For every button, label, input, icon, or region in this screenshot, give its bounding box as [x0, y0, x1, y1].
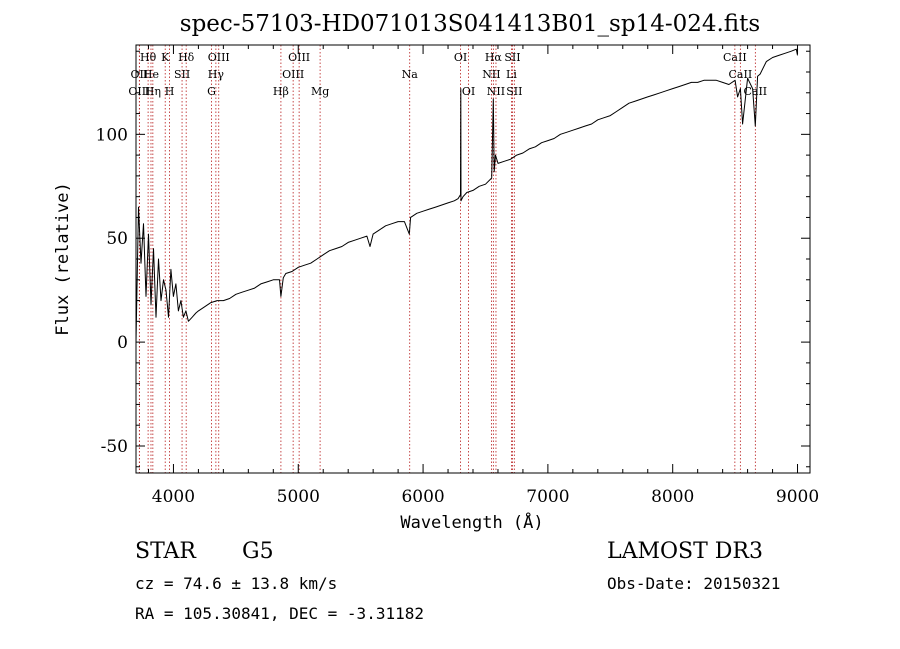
- x-tick-label: 7000: [526, 487, 569, 507]
- x-tick-label: 9000: [776, 487, 819, 507]
- line-marker-label: G: [207, 85, 216, 98]
- y-axis-label: Flux (relative): [53, 182, 73, 336]
- chart-title: spec-57103-HD071013S041413B01_sp14-024.f…: [180, 11, 760, 37]
- line-marker-label: Hα: [485, 51, 503, 64]
- line-marker-label: CaII: [729, 68, 753, 81]
- line-marker-label: NII: [487, 85, 505, 98]
- line-marker-label: OIII: [208, 51, 230, 64]
- obs-date: Obs-Date: 20150321: [607, 574, 781, 593]
- line-marker-label: Li: [506, 68, 517, 81]
- coordinates: RA = 105.30841, DEC = -3.31182: [135, 604, 424, 623]
- spectrum-line: [135, 48, 798, 343]
- survey-name: LAMOST DR3: [607, 539, 763, 564]
- y-tick-label: -50: [101, 437, 128, 457]
- object-subclass: G5: [242, 539, 274, 564]
- line-marker-label: CaII: [743, 85, 767, 98]
- line-marker-label: OI: [454, 51, 467, 64]
- line-marker-label: Na: [402, 68, 419, 81]
- line-marker-label: Hη: [145, 85, 161, 98]
- x-tick-label: 4000: [152, 487, 195, 507]
- y-tick-label: 50: [106, 229, 128, 249]
- line-marker-label: OIII: [128, 85, 150, 98]
- line-marker-label: Hγ: [208, 68, 225, 81]
- line-marker-labels: Hθ OII OIII He Hη K SII H Hδ OIII Hγ G Hβ OIII OIII Mg N…: [128, 51, 767, 98]
- line-marker-label: SII: [504, 51, 520, 64]
- x-tick-label: 8000: [651, 487, 694, 507]
- line-marker-label: OIII: [282, 68, 304, 81]
- line-marker-label: OIII: [288, 51, 310, 64]
- redshift-value: cz = 74.6 ± 13.8 km/s: [135, 574, 338, 593]
- x-tick-label: 5000: [277, 487, 320, 507]
- line-marker-label: SII: [506, 85, 522, 98]
- y-tick-label: 100: [96, 125, 128, 145]
- line-marker-label: Mg: [311, 85, 329, 98]
- line-marker-label: OI: [462, 85, 475, 98]
- x-axis-label: Wavelength (Å): [400, 511, 543, 533]
- line-marker-label: SII: [174, 68, 190, 81]
- line-marker-label: K: [161, 51, 170, 64]
- line-marker-label: OII: [131, 68, 149, 81]
- plot-frame: [135, 44, 811, 474]
- y-tick-label: 0: [117, 333, 128, 353]
- line-marker-label: Hθ: [140, 51, 157, 64]
- line-marker-label: H: [165, 85, 175, 98]
- line-marker-label: Hβ: [273, 85, 289, 98]
- line-marker-label: Hδ: [178, 51, 195, 64]
- line-markers: [138, 45, 756, 473]
- spectrum-series: [135, 48, 798, 343]
- line-marker-label: CaII: [723, 51, 747, 64]
- line-marker-label: He: [143, 68, 159, 81]
- x-tick-label: 6000: [401, 487, 444, 507]
- line-marker-label: NII: [482, 68, 500, 81]
- axis-ticks: 4000 5000 6000 7000 8000 9000 -50 0 50 100: [96, 45, 819, 507]
- object-class: STAR: [135, 539, 196, 564]
